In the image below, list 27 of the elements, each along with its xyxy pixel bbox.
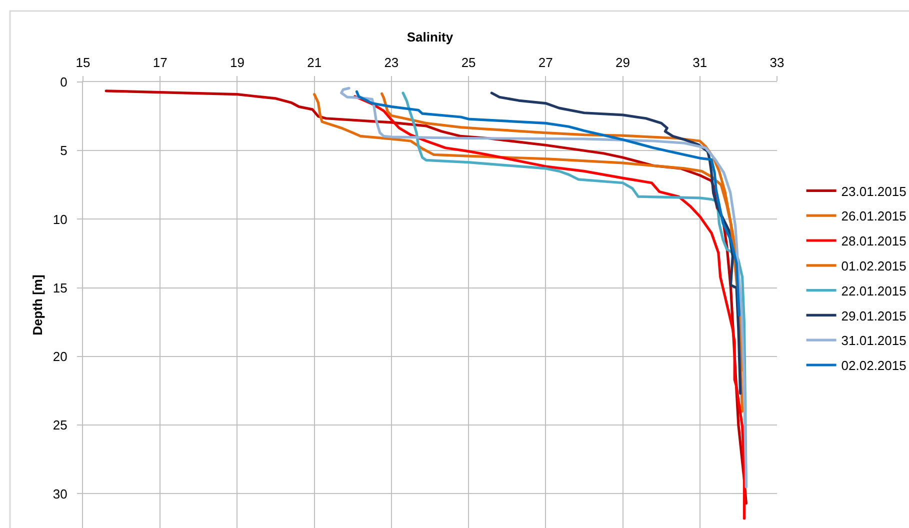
x-axis-title: Salinity bbox=[406, 30, 454, 45]
legend-label: 02.02.2015 bbox=[841, 358, 906, 374]
y-tick-label: 10 bbox=[52, 212, 68, 227]
x-tick-label: 23 bbox=[384, 54, 399, 70]
legend-label: 26.01.2015 bbox=[841, 208, 906, 224]
legend-label: 31.01.2015 bbox=[841, 333, 906, 348]
x-tick-label: 31 bbox=[692, 54, 708, 70]
legend-label: 28.01.2015 bbox=[841, 234, 906, 249]
legend-label: 23.01.2015 bbox=[841, 184, 906, 199]
x-tick-label: 25 bbox=[461, 54, 476, 70]
x-tick-label: 29 bbox=[616, 54, 630, 70]
y-axis-title: Depth [m] bbox=[30, 274, 45, 336]
y-tick-label: 20 bbox=[52, 349, 68, 364]
x-tick-label: 19 bbox=[230, 54, 244, 70]
y-tick-label: 25 bbox=[52, 418, 68, 433]
y-tick-label: 15 bbox=[52, 280, 68, 296]
x-tick-label: 17 bbox=[152, 54, 168, 70]
x-tick-label: 33 bbox=[770, 54, 784, 70]
x-tick-label: 21 bbox=[307, 54, 322, 70]
legend-label: 01.02.2015 bbox=[841, 258, 906, 274]
y-tick-label: 30 bbox=[52, 486, 68, 502]
legend-label: 22.01.2015 bbox=[841, 283, 906, 298]
y-tick-label: 5 bbox=[60, 143, 68, 158]
y-tick-label: 0 bbox=[60, 74, 68, 90]
x-tick-label: 15 bbox=[76, 54, 90, 70]
legend-label: 29.01.2015 bbox=[841, 308, 906, 324]
x-tick-label: 27 bbox=[538, 54, 553, 70]
